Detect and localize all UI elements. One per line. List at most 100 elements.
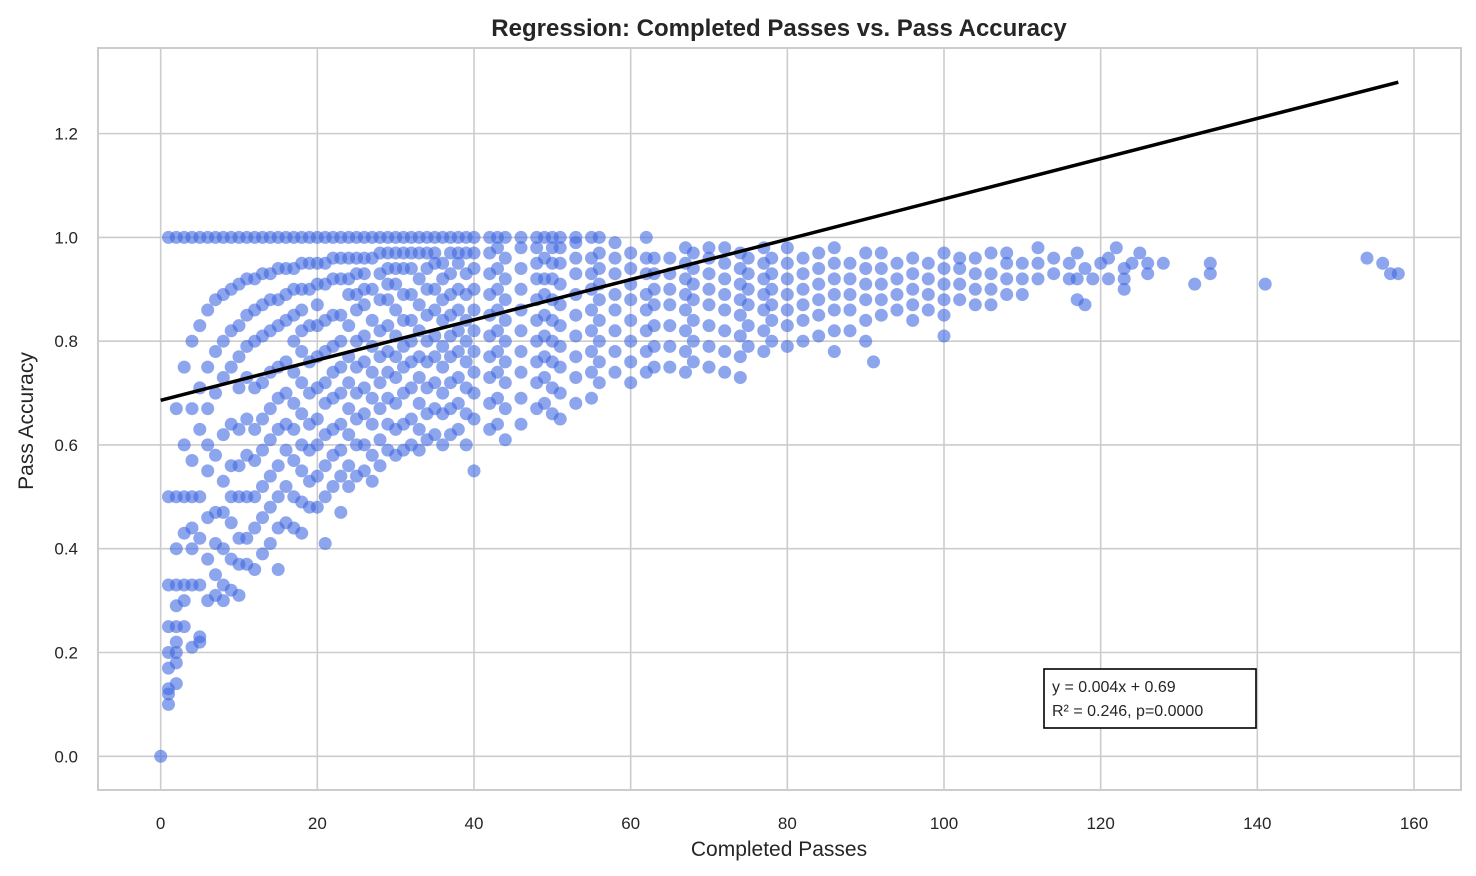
data-point	[702, 339, 716, 353]
data-point	[279, 355, 293, 369]
data-point	[459, 334, 473, 348]
data-point	[193, 630, 207, 644]
data-point	[295, 303, 309, 317]
data-point	[498, 433, 512, 447]
data-point	[1015, 272, 1029, 286]
data-point	[1031, 241, 1045, 255]
data-point	[381, 293, 395, 307]
data-point	[1391, 267, 1405, 281]
data-point	[310, 438, 324, 452]
data-point	[491, 417, 504, 431]
data-point	[968, 251, 982, 265]
data-point	[1109, 241, 1123, 255]
data-point	[1031, 272, 1045, 286]
data-point	[827, 272, 841, 286]
data-point	[843, 303, 857, 317]
y-tick-label: 0.2	[54, 643, 78, 662]
data-point	[906, 282, 920, 296]
data-point	[444, 267, 457, 281]
data-point	[365, 391, 379, 405]
data-point	[718, 272, 732, 286]
data-point	[921, 288, 935, 301]
data-point	[209, 568, 222, 582]
x-tick-label: 60	[621, 814, 640, 833]
data-point	[373, 376, 387, 390]
data-point	[467, 230, 481, 244]
data-point	[859, 313, 873, 327]
data-point	[569, 371, 583, 384]
data-point	[585, 365, 598, 379]
data-point	[827, 241, 841, 255]
data-point	[263, 537, 277, 550]
data-point	[937, 308, 951, 322]
data-point	[169, 402, 183, 416]
x-tick-label: 40	[465, 814, 484, 833]
data-point	[263, 469, 277, 483]
data-point	[1258, 277, 1272, 291]
data-point	[498, 230, 512, 244]
data-point	[686, 246, 700, 260]
data-point	[647, 298, 661, 312]
data-point	[287, 422, 301, 436]
data-point	[827, 288, 841, 301]
data-point	[647, 282, 661, 296]
data-point	[334, 443, 348, 457]
data-point	[514, 324, 528, 338]
data-point	[373, 459, 387, 473]
data-point	[718, 324, 732, 338]
annotation-stats: R² = 0.246, p=0.0000	[1052, 703, 1203, 720]
data-point	[984, 282, 998, 296]
data-point	[569, 396, 583, 410]
data-point	[647, 319, 661, 333]
data-point	[757, 345, 771, 358]
data-point	[859, 334, 873, 348]
data-point	[162, 697, 175, 711]
data-point	[765, 267, 779, 281]
data-point	[553, 319, 567, 333]
data-point	[937, 246, 951, 260]
data-point	[890, 256, 904, 270]
data-point	[608, 345, 622, 358]
data-point	[624, 355, 638, 369]
data-point	[569, 350, 583, 364]
data-point	[1078, 262, 1092, 275]
data-point	[812, 308, 826, 322]
data-point	[357, 329, 371, 343]
data-point	[592, 246, 606, 260]
data-point	[718, 345, 732, 358]
data-point	[812, 246, 826, 260]
data-point	[968, 282, 982, 296]
data-point	[663, 298, 677, 312]
data-point	[569, 267, 583, 281]
data-point	[491, 262, 504, 275]
data-point	[733, 308, 747, 322]
data-point	[702, 319, 716, 333]
data-point	[185, 402, 199, 416]
data-point	[514, 282, 528, 296]
x-axis-label: Completed Passes	[691, 838, 867, 861]
data-point	[451, 303, 465, 317]
data-point	[287, 365, 301, 379]
data-point	[585, 324, 598, 338]
data-point	[467, 345, 481, 358]
data-point	[365, 365, 379, 379]
data-point	[1360, 251, 1374, 265]
data-point	[467, 282, 481, 296]
data-point	[498, 251, 512, 265]
data-point	[428, 428, 442, 442]
data-point	[663, 360, 677, 374]
x-tick-label: 120	[1086, 814, 1114, 833]
y-tick-label: 0.4	[54, 540, 78, 559]
data-point	[451, 256, 465, 270]
data-point	[201, 464, 215, 478]
data-point	[514, 241, 528, 255]
y-tick-label: 1.2	[54, 125, 78, 144]
data-point	[169, 635, 183, 649]
data-point	[796, 267, 810, 281]
data-point	[310, 500, 324, 514]
data-point	[592, 313, 606, 327]
data-point	[553, 230, 567, 244]
data-point	[538, 396, 551, 410]
data-point	[1117, 282, 1131, 296]
